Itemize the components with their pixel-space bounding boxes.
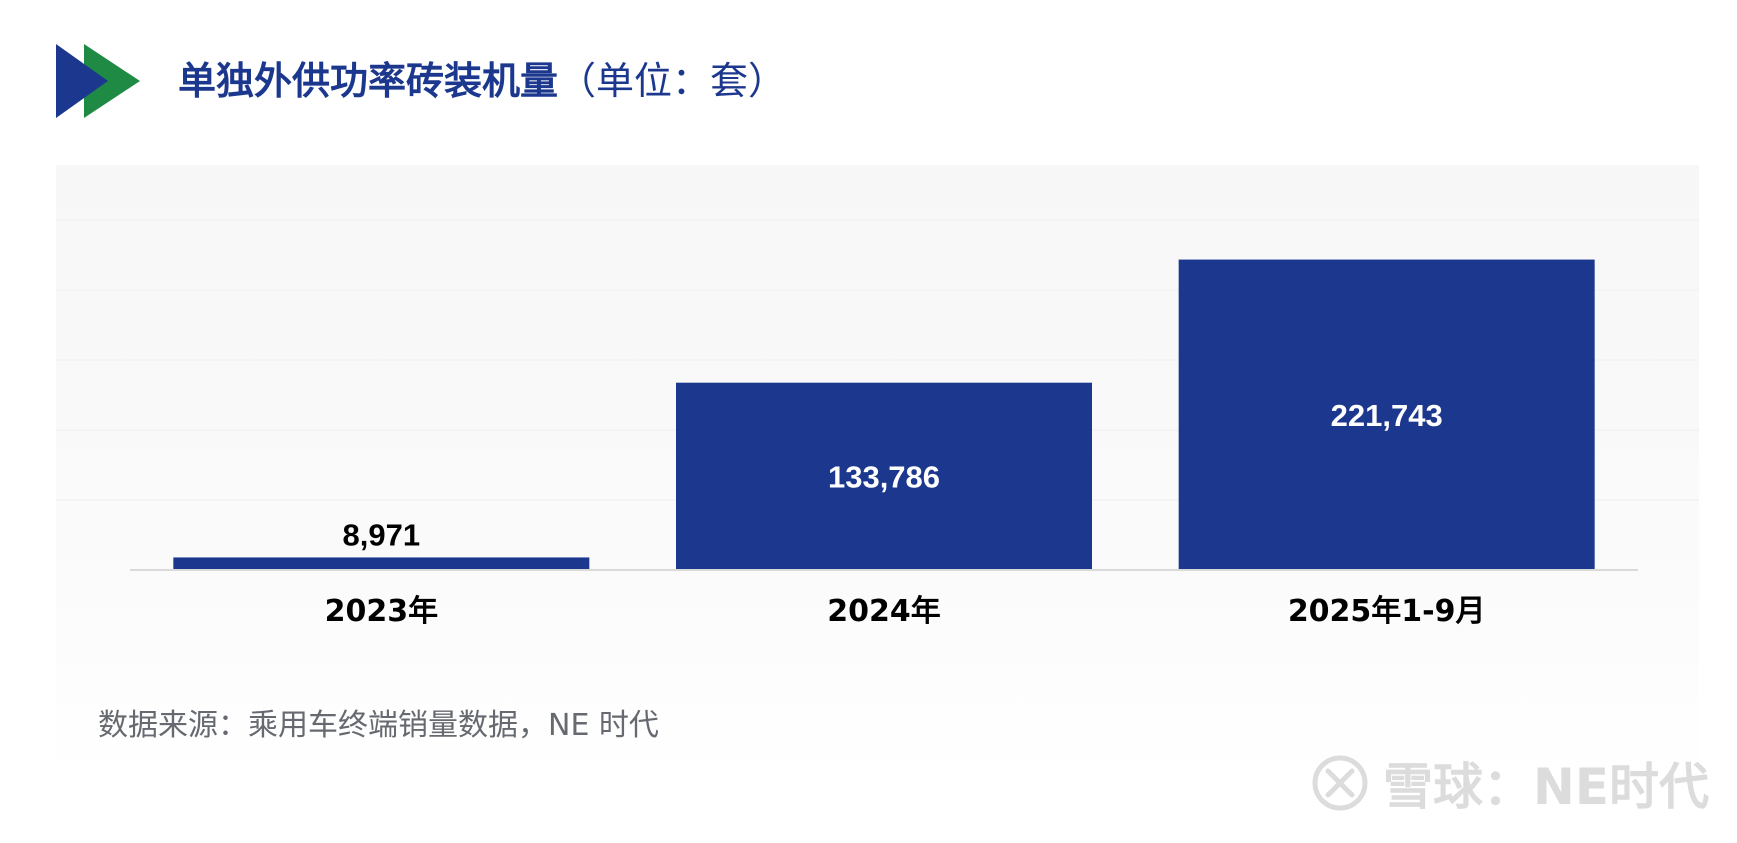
chart-panel: 8,971 2023年 133,786 2024年 221,743 2025年1-9月 xyxy=(56,165,1699,780)
page-title-main: 单独外供功率砖装机量 xyxy=(178,59,559,103)
bar xyxy=(173,557,590,570)
watermark-text: 雪球：NE时代 xyxy=(1382,758,1709,816)
xueqiu-logo-icon xyxy=(1312,755,1368,811)
bar xyxy=(1178,259,1595,570)
brand-arrows-icon xyxy=(56,44,140,118)
x-tick-label: 2024年 xyxy=(827,594,941,629)
data-label: 221,743 xyxy=(1331,398,1443,433)
bar-chart: 8,971 2023年 133,786 2024年 221,743 2025年1-9月 xyxy=(56,219,1699,629)
data-label: 8,971 xyxy=(343,517,421,552)
x-tick-label: 2025年1-9月 xyxy=(1288,594,1486,629)
brand-arrow-overlap xyxy=(84,64,108,98)
page-title-unit: （单位：套） xyxy=(558,59,787,103)
bar xyxy=(676,382,1092,570)
source-note: 数据来源：乘用车终端销量数据，NE 时代 xyxy=(98,708,659,743)
watermark: 雪球：NE时代 xyxy=(1311,747,1709,819)
x-tick-label: 2023年 xyxy=(325,594,439,629)
brand-arrow-green xyxy=(84,44,140,118)
data-label: 133,786 xyxy=(828,459,940,494)
brand-arrow-dark xyxy=(56,44,108,118)
page-title: 单独外供功率砖装机量（单位：套） xyxy=(178,55,786,107)
